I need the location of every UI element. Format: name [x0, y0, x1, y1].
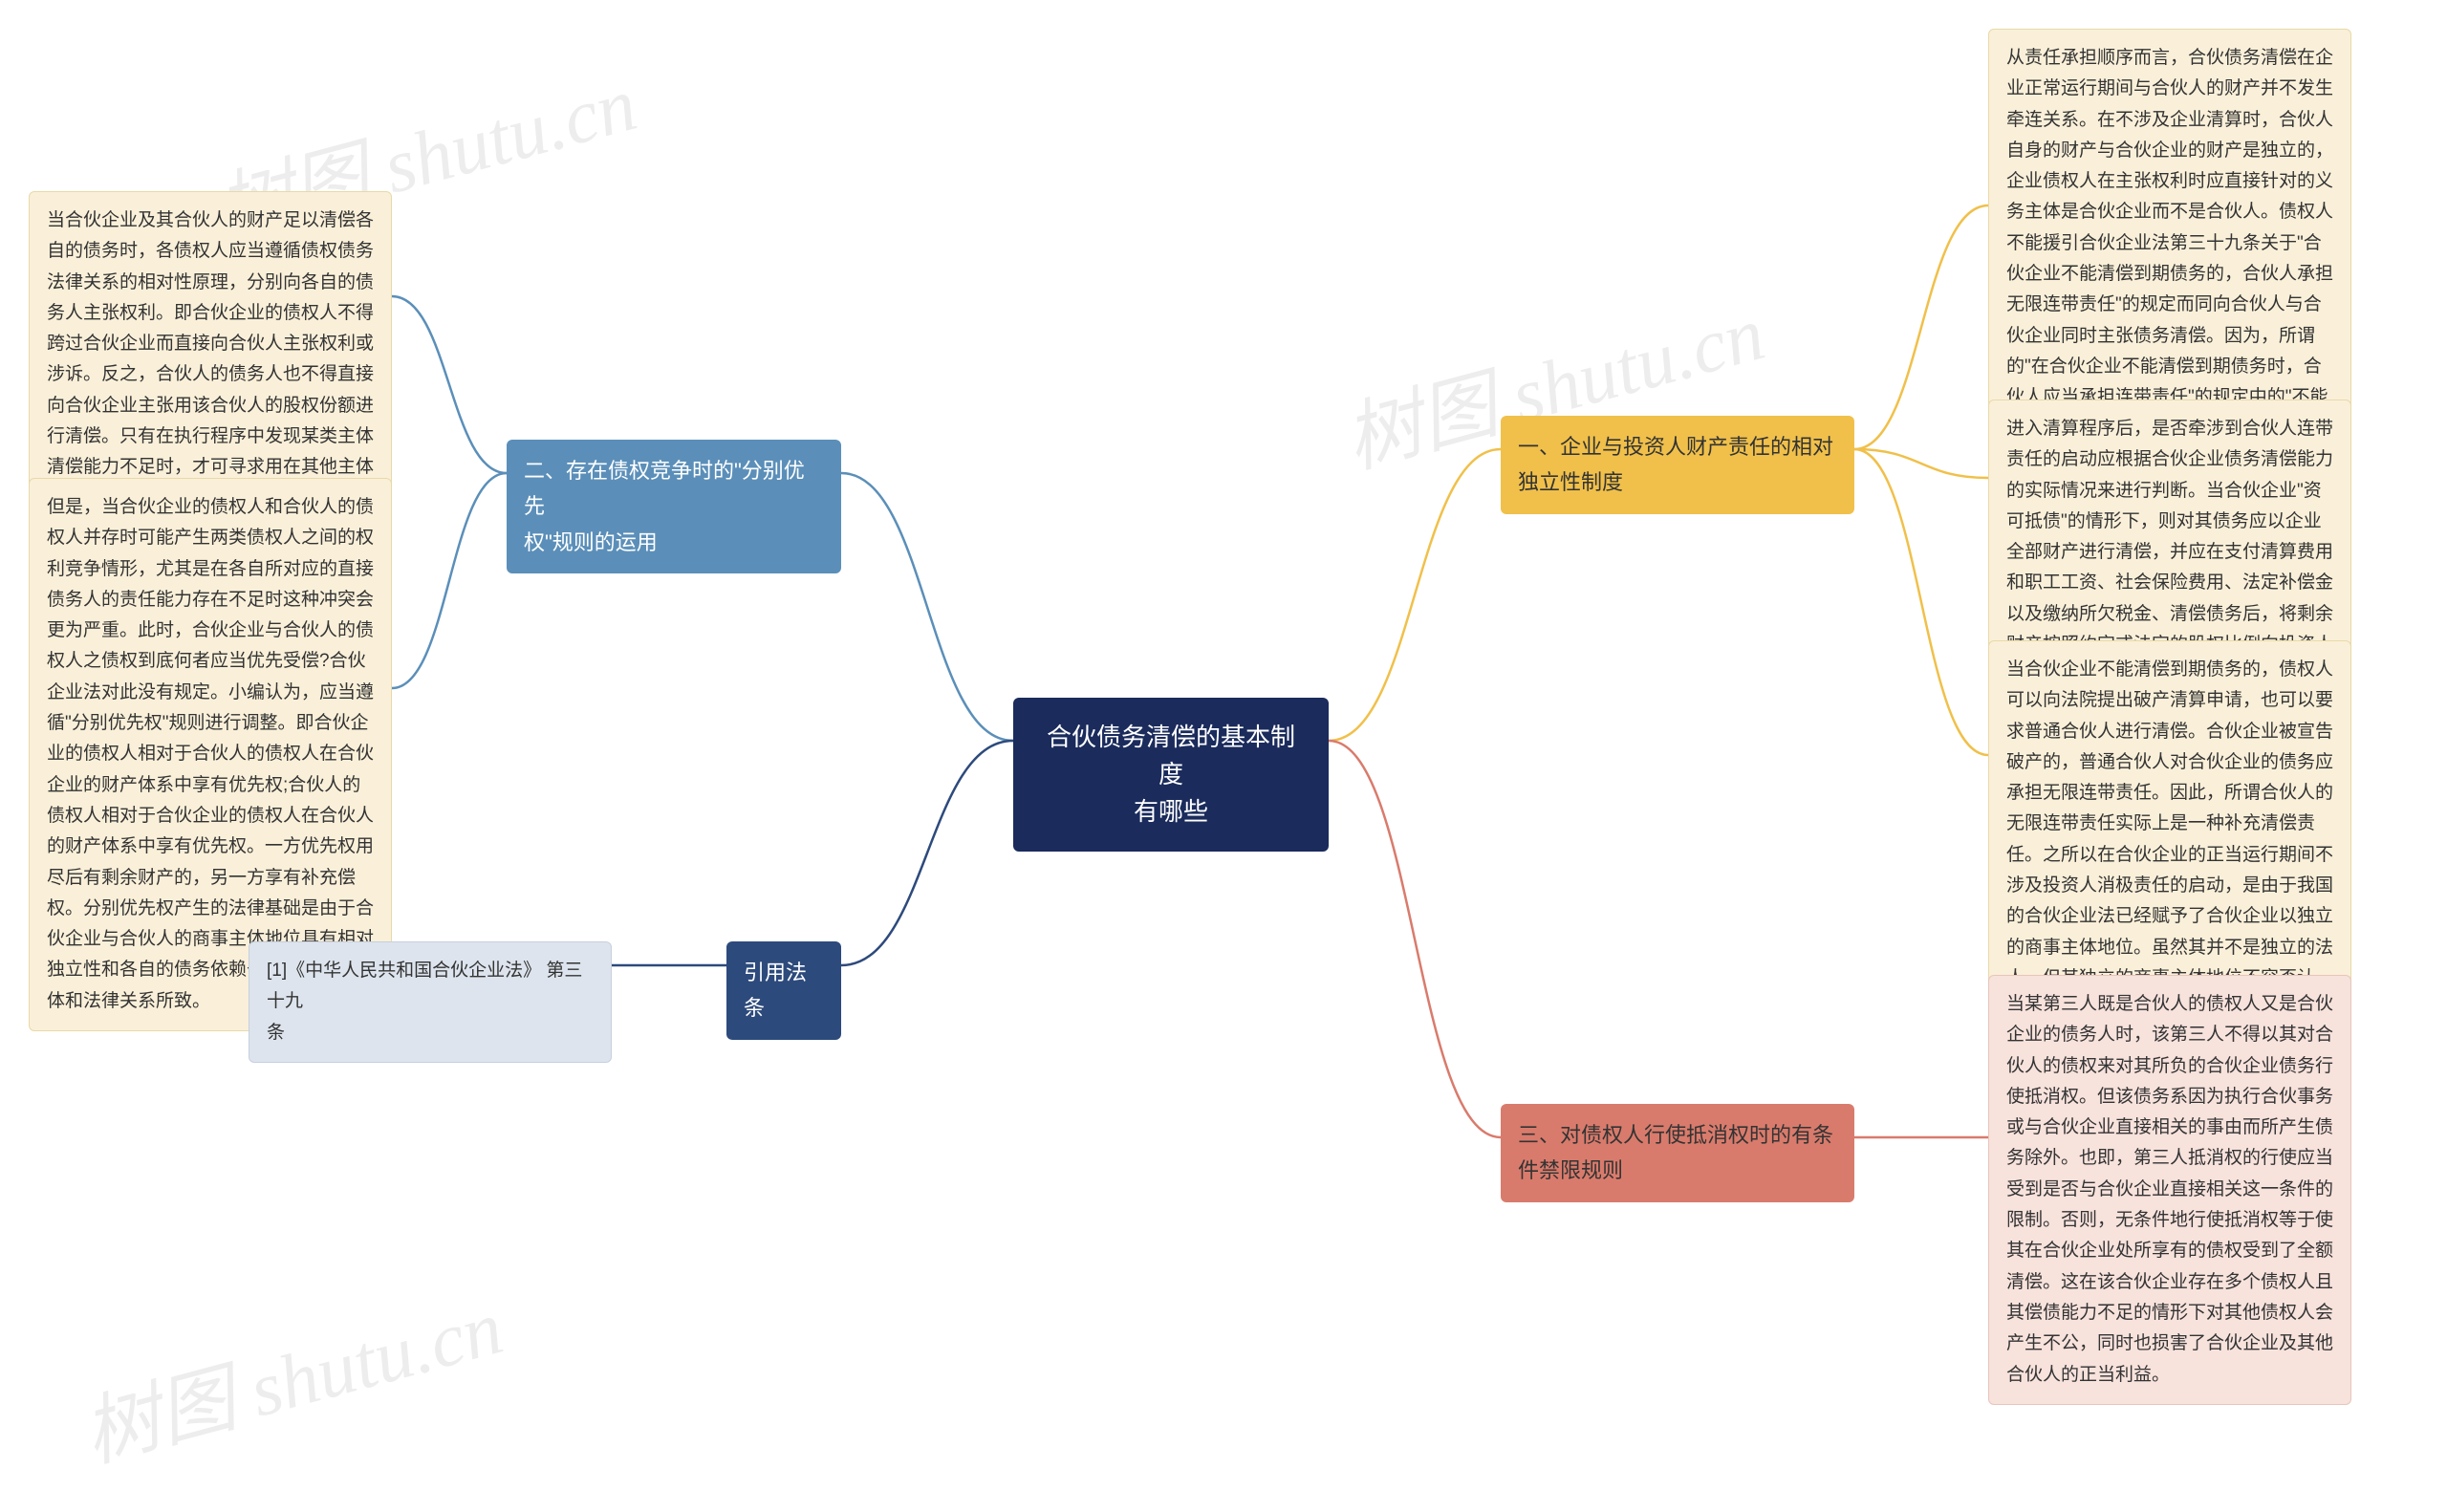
leaf-3[interactable]: 当某第三人既是合伙人的债权人又是合伙企业的债务人时，该第三人不得以其对合伙人的债… — [1988, 975, 2351, 1405]
root-node[interactable]: 合伙债务清偿的基本制度有哪些 — [1013, 698, 1329, 852]
branch-2[interactable]: 二、存在债权竞争时的"分别优先权"规则的运用 — [507, 440, 841, 573]
leaf-1c[interactable]: 当合伙企业不能清偿到期债务的，债权人可以向法院提出破产清算申请，也可以要求普通合… — [1988, 640, 2351, 1008]
branch-4[interactable]: 引用法条 — [726, 941, 841, 1040]
branch-3[interactable]: 三、对债权人行使抵消权时的有条件禁限规则 — [1501, 1104, 1854, 1202]
watermark: 树图 shutu.cn — [70, 1265, 513, 1483]
leaf-4[interactable]: [1]《中华人民共和国合伙企业法》 第三十九条 — [249, 941, 612, 1063]
branch-1[interactable]: 一、企业与投资人财产责任的相对独立性制度 — [1501, 416, 1854, 514]
